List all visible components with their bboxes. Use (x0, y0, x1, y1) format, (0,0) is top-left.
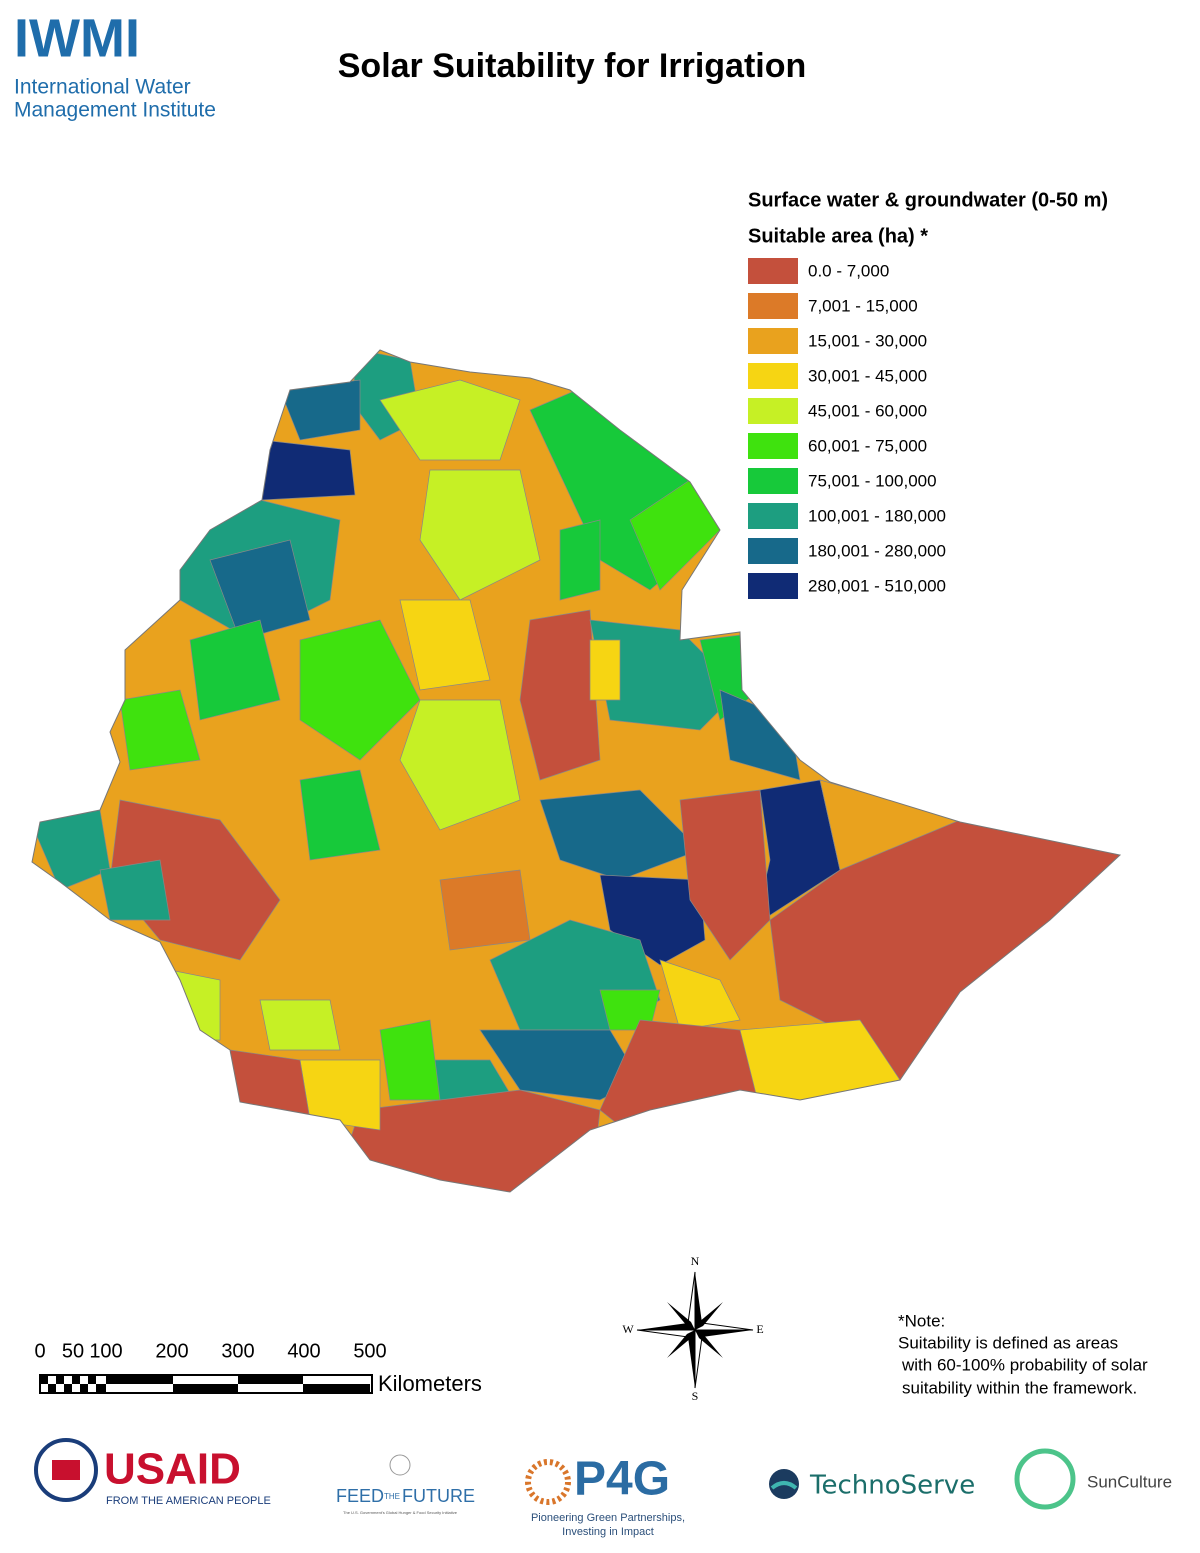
legend-label: 280,001 - 510,000 (808, 576, 946, 595)
scale-label: 50 (62, 1340, 84, 1362)
compass-label: E (756, 1322, 763, 1336)
sunculture-logo: SunCulture (1087, 1472, 1172, 1491)
region (169, 969, 221, 1041)
org-name: Management Institute (14, 99, 216, 122)
legend-swatch (748, 293, 798, 319)
legend-title: Surface water & groundwater (0-50 m) (748, 189, 1108, 211)
scale-label: 400 (287, 1340, 320, 1362)
legend-swatch (748, 363, 798, 389)
legend-swatch (748, 503, 798, 529)
legend-swatch (748, 468, 798, 494)
ftf-tagline: The U.S. Government's Global Hunger & Fo… (343, 1510, 458, 1515)
usaid-tagline: FROM THE AMERICAN PEOPLE (106, 1495, 271, 1507)
legend-label: 60,001 - 75,000 (808, 436, 927, 455)
region (119, 689, 201, 771)
scale-bar: 0 50 100 200 300 400 500 (34, 1340, 387, 1394)
legend-label: 45,001 - 60,000 (808, 401, 927, 420)
technoserve-mark (770, 1481, 798, 1490)
region (209, 539, 311, 641)
sunculture-mark (1014, 1448, 1076, 1510)
legend-swatch (748, 258, 798, 284)
region (259, 999, 341, 1051)
legend-swatch (748, 538, 798, 564)
region (99, 859, 171, 921)
region (559, 519, 601, 601)
scale-pattern (40, 1375, 370, 1393)
compass (636, 1271, 754, 1389)
legend-label: 7,001 - 15,000 (808, 296, 918, 315)
p4g-tagline: Investing in Impact (562, 1526, 654, 1538)
ftf-logo: THE (384, 1492, 400, 1501)
region (679, 789, 771, 961)
note-line: Suitability is defined as areas (898, 1333, 1118, 1352)
map (32, 350, 1120, 1192)
region (754, 779, 841, 926)
scale-label: 300 (221, 1340, 254, 1362)
legend-label: 15,001 - 30,000 (808, 331, 927, 350)
scale-label: 200 (155, 1340, 188, 1362)
region (399, 599, 491, 691)
scale-label: 100 (89, 1340, 122, 1362)
title: Solar Suitability for Irrigation (338, 47, 807, 85)
note-line: with 60-100% probability of solar (901, 1355, 1148, 1374)
region (189, 619, 281, 721)
legend-label: 180,001 - 280,000 (808, 541, 946, 560)
scale-label: 0 (34, 1340, 45, 1362)
region (261, 439, 356, 501)
region (539, 789, 701, 881)
legend-swatch (748, 573, 798, 599)
country-outline (31, 349, 1122, 1193)
ftf-logo: FEED (336, 1486, 384, 1506)
p4g-logo: P4G (574, 1453, 670, 1506)
region (589, 639, 621, 701)
note-line: suitability within the framework. (902, 1378, 1137, 1397)
legend-label: 100,001 - 180,000 (808, 506, 946, 525)
logo: IWMI (14, 8, 140, 68)
technoserve-logo: TechnoServe (809, 1471, 975, 1501)
usaid-seal-shield (52, 1460, 80, 1480)
scale-label: 500 (353, 1340, 386, 1362)
p4g-mark (525, 1459, 571, 1505)
legend-label: 30,001 - 45,000 (808, 366, 927, 385)
note-heading: *Note: (898, 1311, 945, 1330)
legend-subtitle: Suitable area (ha) * (748, 225, 928, 247)
compass-label: W (622, 1322, 634, 1336)
ftf-logo: FUTURE (402, 1486, 475, 1506)
legend: 0.0 - 7,000 7,001 - 15,000 15,001 - 30,000… (748, 258, 946, 599)
region (439, 869, 531, 951)
legend-swatch (748, 433, 798, 459)
region (399, 699, 521, 831)
legend-label: 0.0 - 7,000 (808, 261, 889, 280)
org-name: International Water (14, 76, 191, 99)
legend-label: 75,001 - 100,000 (808, 471, 937, 490)
region (299, 619, 421, 761)
ftf-seal (389, 1454, 411, 1476)
region (659, 959, 741, 1031)
usaid-logo: USAID (104, 1445, 241, 1494)
scale-unit: Kilometers (378, 1371, 482, 1396)
region (419, 469, 541, 601)
legend-swatch (748, 328, 798, 354)
region (299, 769, 381, 861)
legend-swatch (748, 398, 798, 424)
region (379, 379, 521, 461)
p4g-tagline: Pioneering Green Partnerships, (531, 1512, 685, 1524)
region (599, 874, 706, 966)
region (379, 1019, 441, 1101)
region (229, 1049, 311, 1121)
region (519, 609, 601, 781)
compass-label: S (692, 1389, 699, 1403)
compass-label: N (691, 1254, 700, 1268)
